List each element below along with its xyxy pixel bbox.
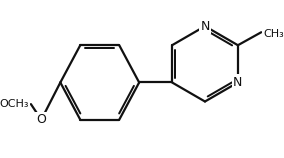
Text: N: N (233, 76, 243, 89)
Text: N: N (200, 20, 210, 33)
Text: CH₃: CH₃ (263, 29, 284, 39)
Text: OCH₃: OCH₃ (0, 99, 29, 109)
Text: O: O (36, 113, 46, 126)
